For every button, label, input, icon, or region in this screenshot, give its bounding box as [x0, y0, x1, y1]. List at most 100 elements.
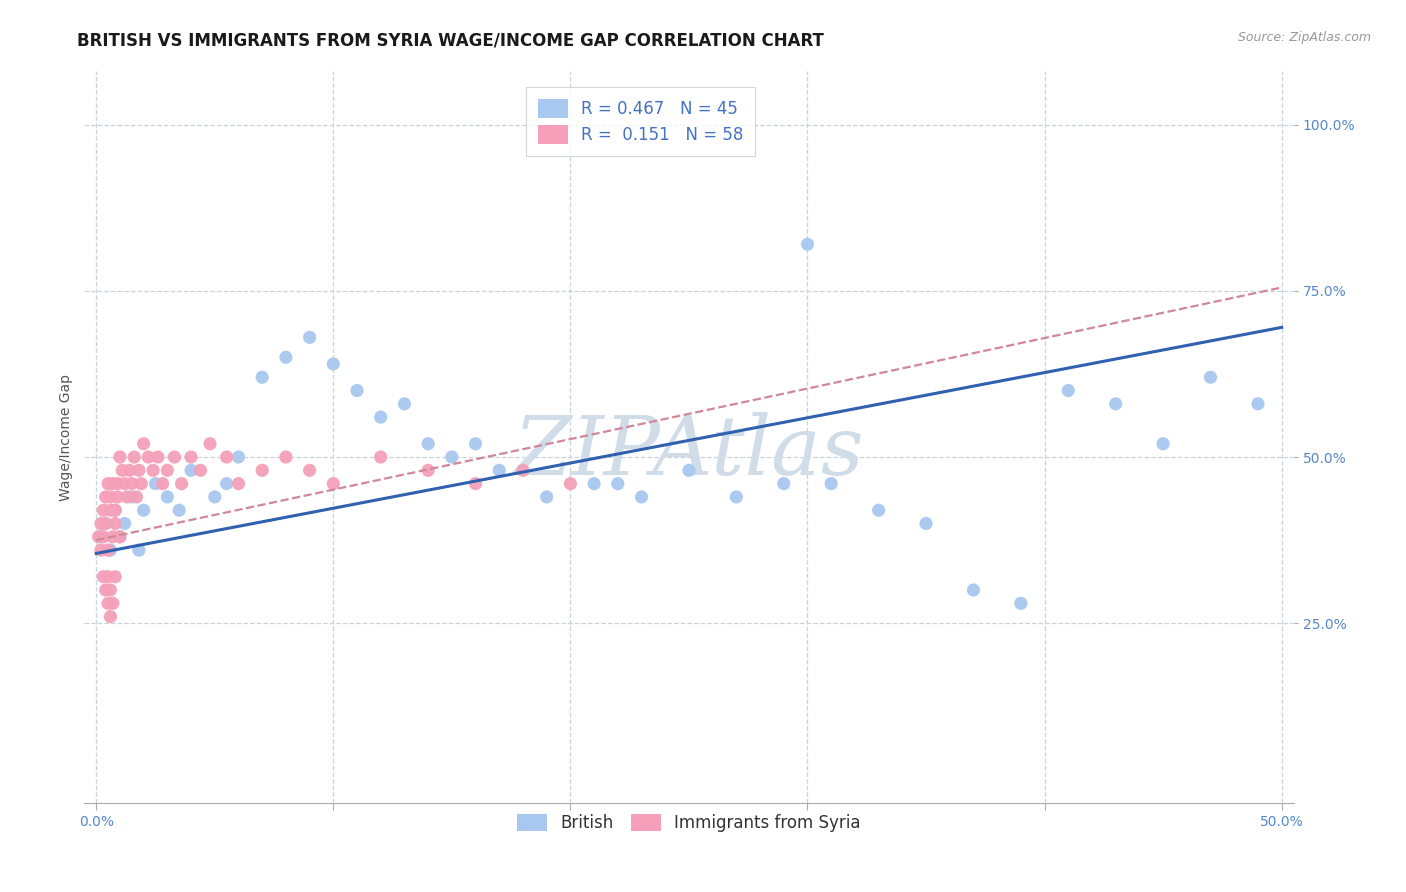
Text: Source: ZipAtlas.com: Source: ZipAtlas.com [1237, 31, 1371, 45]
Point [129, 476, 152, 491]
Point [94, 582, 117, 597]
Y-axis label: Wage/Income Gap: Wage/Income Gap [59, 374, 73, 500]
Point [215, 450, 238, 464]
Point [114, 476, 136, 491]
Point [90, 543, 112, 558]
Point [108, 530, 131, 544]
Point [678, 463, 700, 477]
Point [101, 596, 124, 610]
Point [156, 463, 179, 477]
Point [298, 463, 321, 477]
Point [101, 530, 124, 544]
Point [118, 463, 141, 477]
Point [121, 476, 143, 491]
Point [163, 450, 186, 464]
Point [190, 463, 212, 477]
Point [152, 476, 174, 491]
Point [115, 490, 138, 504]
Point [725, 490, 748, 504]
Point [215, 476, 238, 491]
Point [100, 503, 122, 517]
Point [100, 490, 122, 504]
Point [107, 490, 129, 504]
Point [228, 476, 250, 491]
Point [94, 516, 117, 531]
Point [167, 503, 190, 517]
Point [418, 436, 440, 450]
Point [108, 450, 131, 464]
Point [630, 490, 652, 504]
Point [125, 490, 148, 504]
Point [250, 463, 273, 477]
Text: BRITISH VS IMMIGRANTS FROM SYRIA WAGE/INCOME GAP CORRELATION CHART: BRITISH VS IMMIGRANTS FROM SYRIA WAGE/IN… [77, 31, 824, 49]
Point [97, 596, 120, 610]
Point [94, 516, 117, 531]
Point [156, 490, 179, 504]
Point [180, 450, 202, 464]
Point [583, 476, 606, 491]
Point [1057, 384, 1080, 398]
Point [370, 450, 392, 464]
Point [114, 516, 136, 531]
Point [104, 570, 127, 584]
Point [228, 450, 250, 464]
Point [100, 582, 122, 597]
Point [274, 450, 297, 464]
Point [104, 503, 127, 517]
Point [180, 463, 202, 477]
Point [298, 330, 321, 344]
Point [370, 410, 392, 425]
Point [104, 516, 127, 531]
Point [394, 397, 416, 411]
Point [170, 476, 193, 491]
Point [536, 490, 558, 504]
Point [198, 436, 221, 450]
Point [440, 450, 463, 464]
Point [91, 503, 114, 517]
Point [132, 503, 155, 517]
Point [1199, 370, 1222, 384]
Point [796, 237, 818, 252]
Point [101, 476, 124, 491]
Point [1105, 397, 1128, 411]
Point [100, 543, 122, 558]
Point [97, 543, 120, 558]
Point [138, 450, 160, 464]
Point [1247, 397, 1270, 411]
Point [274, 351, 297, 365]
Point [111, 463, 134, 477]
Point [1010, 596, 1032, 610]
Point [128, 543, 150, 558]
Point [146, 450, 169, 464]
Point [91, 530, 114, 544]
Legend: British, Immigrants from Syria: British, Immigrants from Syria [510, 807, 868, 838]
Point [100, 609, 122, 624]
Point [322, 476, 344, 491]
Point [91, 570, 114, 584]
Point [90, 516, 112, 531]
Point [204, 490, 226, 504]
Point [250, 370, 273, 384]
Point [1152, 436, 1174, 450]
Point [108, 530, 131, 544]
Point [121, 490, 143, 504]
Point [132, 436, 155, 450]
Point [97, 570, 120, 584]
Point [346, 384, 368, 398]
Point [820, 476, 842, 491]
Point [560, 476, 582, 491]
Point [128, 463, 150, 477]
Point [915, 516, 938, 531]
Point [94, 490, 117, 504]
Point [145, 476, 167, 491]
Point [772, 476, 794, 491]
Point [87, 530, 110, 544]
Point [104, 503, 127, 517]
Text: ZIPAtlas: ZIPAtlas [513, 412, 865, 491]
Point [464, 476, 486, 491]
Point [962, 582, 984, 597]
Point [488, 463, 510, 477]
Point [512, 463, 534, 477]
Point [418, 463, 440, 477]
Point [464, 436, 486, 450]
